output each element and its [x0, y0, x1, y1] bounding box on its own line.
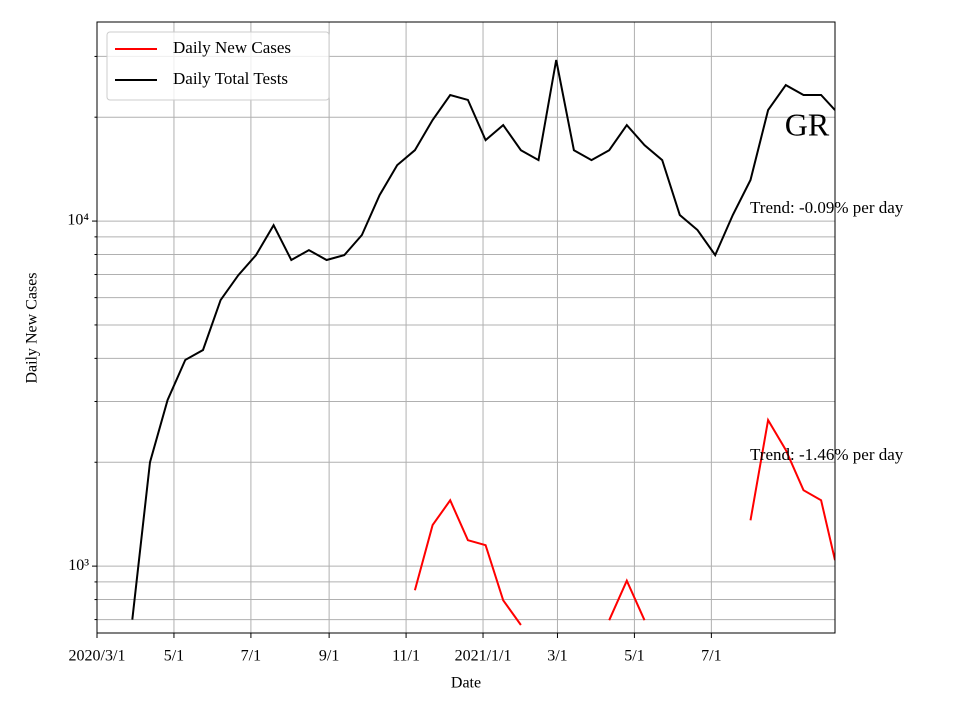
legend-label: Daily New Cases	[173, 38, 291, 57]
grid	[96, 22, 835, 633]
x-tick-label: 3/1	[547, 648, 567, 665]
x-tick-label: 9/1	[319, 648, 339, 665]
x-tick-label: 2020/3/1	[69, 648, 126, 665]
series-line	[413, 417, 835, 626]
plot-lines	[131, 59, 835, 626]
x-tick-label: 11/1	[392, 648, 420, 665]
annotations: GR Trend: -0.09% per day Trend: -1.46% per…	[750, 106, 904, 464]
series-line	[131, 59, 835, 620]
annotation: GR	[785, 106, 830, 142]
axes-frame	[96, 21, 836, 634]
x-tick-label: 7/1	[701, 648, 721, 665]
x-tick-label: 2021/1/1	[455, 648, 512, 665]
y-tick-label: 10⁴	[67, 212, 89, 229]
x-tick-label: 7/1	[241, 648, 261, 665]
x-tick-label: 5/1	[624, 648, 644, 665]
legend: Daily New Cases Daily Total Tests	[106, 31, 330, 101]
ticks: 2020/3/1 5/1 7/1 9/1 11/1 2021/1/1 3/1 5/1 7/1 10…	[67, 55, 722, 665]
annotation: Trend: -1.46% per day	[750, 445, 904, 464]
x-axis-label: Date	[451, 675, 481, 692]
legend-box	[106, 31, 330, 101]
annotation: Trend: -0.09% per day	[750, 198, 904, 217]
y-tick-label: 10³	[68, 557, 89, 574]
legend-label: Daily Total Tests	[173, 69, 288, 88]
y-axis-label: Daily New Cases	[24, 272, 41, 383]
x-tick-label: 5/1	[164, 648, 184, 665]
